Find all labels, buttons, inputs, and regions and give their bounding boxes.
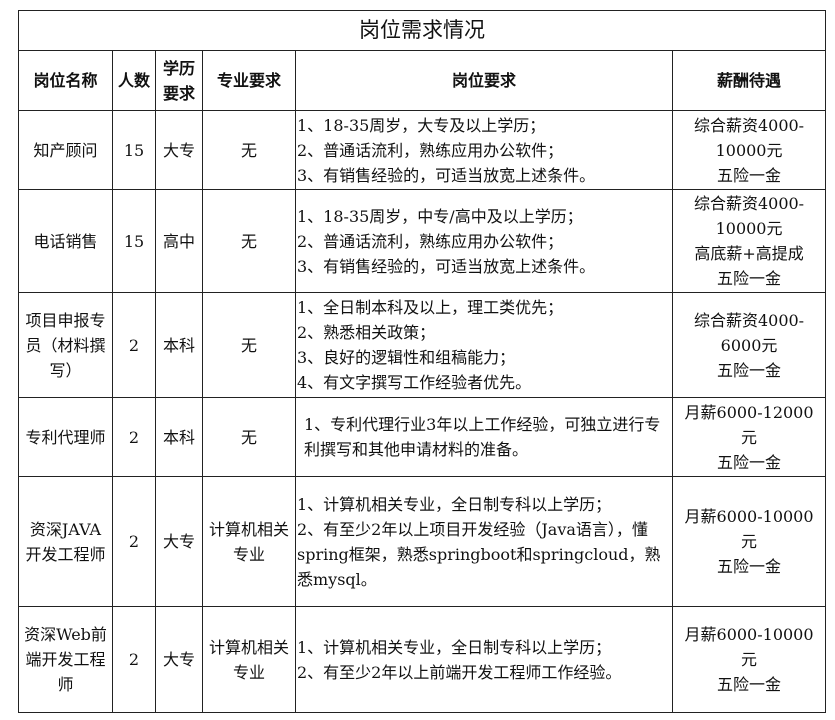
requirement-line: 2、有至少2年以上项目开发经验（Java语言），懂spring框架，熟悉spri…: [297, 519, 661, 589]
salary-line: 五险一金: [717, 557, 782, 576]
requirement-line: 3、有销售经验的，可适当放宽上述条件。: [297, 165, 596, 185]
headcount: 2: [112, 606, 156, 713]
education: 本科: [155, 397, 203, 477]
salary: 综合薪资4000-6000元五险一金: [671, 292, 827, 398]
headcount: 15: [112, 110, 156, 190]
salary: 月薪6000-10000元五险一金: [671, 476, 827, 607]
major: 计算机相关专业: [202, 476, 296, 607]
job-name: 知产顾问: [18, 110, 113, 190]
job-name: 资深JAVA开发工程师: [18, 476, 113, 607]
requirements: 1、计算机相关专业，全日制专科以上学历； 2、有至少2年以上前端开发工程师工作经验…: [295, 606, 673, 713]
requirement-line: 4、有文字撰写工作经验者优先。: [297, 373, 532, 392]
headcount: 15: [112, 189, 156, 293]
salary-line: 五险一金: [717, 360, 782, 380]
salary: 月薪6000-10000元五险一金: [671, 606, 827, 713]
major: 计算机相关专业: [202, 606, 296, 713]
salary-line: 五险一金: [717, 675, 782, 694]
education: 高中: [155, 189, 203, 293]
major: 无: [202, 292, 296, 398]
education: 大专: [155, 606, 203, 713]
header-salary: 薪酬待遇: [671, 50, 827, 111]
requirement-line: 1、18-35周岁，中专/高中及以上学历；: [297, 206, 583, 226]
header-name: 岗位名称: [18, 50, 113, 111]
table-row: 项目申报专员（材料撰写） 2 本科无 1、全日制本科及以上，理工类优先； 2、熟悉相关政…: [18, 292, 827, 398]
header-row: 岗位名称 人数 学历要求 专业要求 岗位要求 薪酬待遇: [18, 50, 827, 111]
salary-line: 月薪6000-10000元: [684, 507, 814, 551]
requirement-line: 1、计算机相关专业，全日制专科以上学历；: [297, 494, 612, 514]
salary-line: 五险一金: [717, 165, 782, 185]
requirement-line: 3、良好的逻辑性和组稿能力；: [297, 348, 516, 367]
education: 大专: [155, 110, 203, 190]
salary-line: 综合薪资4000-10000元: [693, 194, 805, 238]
requirement-line: 1、18-35周岁，大专及以上学历；: [297, 115, 546, 135]
table-title: 岗位需求情况: [17, 10, 827, 51]
job-name: 资深Web前端开发工程师: [18, 606, 113, 713]
table-row: 电话销售 15 高中无 1、18-35周岁，中专/高中及以上学历； 2、普通话流利，熟练…: [18, 189, 827, 293]
header-major: 专业要求: [202, 50, 296, 111]
salary-line: 高底薪+高提成: [694, 244, 804, 263]
salary-line: 五险一金: [717, 269, 782, 288]
headcount: 2: [112, 292, 156, 398]
salary: 月薪6000-12000元五险一金: [671, 397, 827, 477]
requirements: 1、全日制本科及以上，理工类优先； 2、熟悉相关政策； 3、良好的逻辑性和组稿能力；…: [295, 292, 673, 398]
table-row: 资深Web前端开发工程师 2 大专 计算机相关专业 1、计算机相关专业，全日制专科以上学…: [18, 606, 827, 713]
table-row: 资深JAVA开发工程师 2 大专 计算机相关专业 1、计算机相关专业，全日制专科以上学历…: [18, 476, 827, 607]
salary: 综合薪资4000-10000元五险一金: [671, 110, 827, 190]
requirement-line: 3、有销售经验的，可适当放宽上述条件。: [297, 256, 596, 276]
requirement-line: 1、计算机相关专业，全日制专科以上学历；: [297, 637, 612, 657]
requirements: 1、18-35周岁，大专及以上学历； 2、普通话流利，熟练应用办公软件； 3、有销售…: [295, 110, 673, 190]
major: 无: [202, 110, 296, 190]
major: 无: [202, 397, 296, 477]
requirement-line: 1、专利代理行业3年以上工作经验，可独立进行专利撰写和其他申请材料的准备。: [304, 415, 661, 459]
salary-line: 月薪6000-12000元: [684, 402, 814, 447]
header-count: 人数: [112, 50, 156, 111]
education: 大专: [155, 476, 203, 607]
headcount: 2: [112, 397, 156, 477]
requirements: 1、计算机相关专业，全日制专科以上学历； 2、有至少2年以上项目开发经验（Java…: [295, 476, 673, 607]
header-requirements: 岗位要求: [295, 50, 673, 111]
requirement-line: 2、有至少2年以上前端开发工程师工作经验。: [297, 662, 622, 682]
requirement-line: 2、熟悉相关政策；: [297, 323, 436, 342]
salary-line: 综合薪资4000-10000元: [693, 115, 805, 160]
salary-line: 综合薪资4000-6000元: [693, 310, 805, 355]
table-row: 知产顾问 15 大专无 1、18-35周岁，大专及以上学历； 2、普通话流利，熟练应用办…: [18, 110, 827, 190]
salary-line: 五险一金: [717, 452, 782, 472]
major: 无: [202, 189, 296, 293]
salary: 综合薪资4000-10000元高底薪+高提成 五险一金: [671, 189, 827, 293]
job-name: 项目申报专员（材料撰写）: [18, 292, 113, 398]
job-name: 电话销售: [18, 189, 113, 293]
requirement-line: 1、全日制本科及以上，理工类优先；: [297, 298, 564, 317]
salary-line: 月薪6000-10000元: [684, 625, 814, 669]
requirements: 1、专利代理行业3年以上工作经验，可独立进行专利撰写和其他申请材料的准备。: [295, 397, 673, 477]
requirements: 1、18-35周岁，中专/高中及以上学历； 2、普通话流利，熟练应用办公软件； 3、…: [295, 189, 673, 293]
header-education: 学历要求: [155, 50, 203, 111]
job-requirements-table: 岗位需求情况 岗位名称 人数 学历要求 专业要求 岗位要求 薪酬待遇 知产顾问 1…: [17, 10, 827, 713]
requirement-line: 2、普通话流利，熟练应用办公软件；: [297, 231, 564, 251]
requirement-line: 2、普通话流利，熟练应用办公软件；: [297, 140, 564, 160]
job-name: 专利代理师: [18, 397, 113, 477]
table-row: 专利代理师 2 本科无 1、专利代理行业3年以上工作经验，可独立进行专利撰写和其他申请…: [18, 397, 827, 477]
headcount: 2: [112, 476, 156, 607]
education: 本科: [155, 292, 203, 398]
